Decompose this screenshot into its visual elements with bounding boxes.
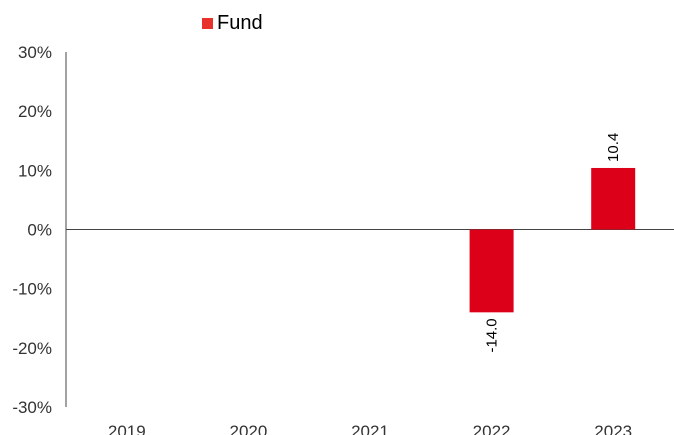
y-tick-label: -10% xyxy=(12,280,52,299)
data-label-2022: -14.0 xyxy=(484,318,501,352)
bar-2023 xyxy=(591,167,636,230)
legend: Fund xyxy=(202,12,263,34)
x-tick-label: 2022 xyxy=(473,422,511,435)
y-tick-label: -30% xyxy=(12,398,52,417)
y-tick-label: 30% xyxy=(18,43,52,62)
x-tick-label: 2023 xyxy=(594,422,632,435)
y-tick-label: -20% xyxy=(12,339,52,358)
data-label-2023: 10.4 xyxy=(605,133,622,162)
y-tick-label: 0% xyxy=(27,221,52,240)
y-tick-label: 20% xyxy=(18,102,52,121)
y-tick-label: 10% xyxy=(18,161,52,180)
x-tick-label: 2019 xyxy=(108,422,146,435)
x-tick-label: 2021 xyxy=(351,422,389,435)
bar-2022 xyxy=(469,229,514,313)
x-tick-label: 2020 xyxy=(229,422,267,435)
legend-swatch-fund xyxy=(202,17,213,29)
legend-label-fund: Fund xyxy=(217,12,263,34)
